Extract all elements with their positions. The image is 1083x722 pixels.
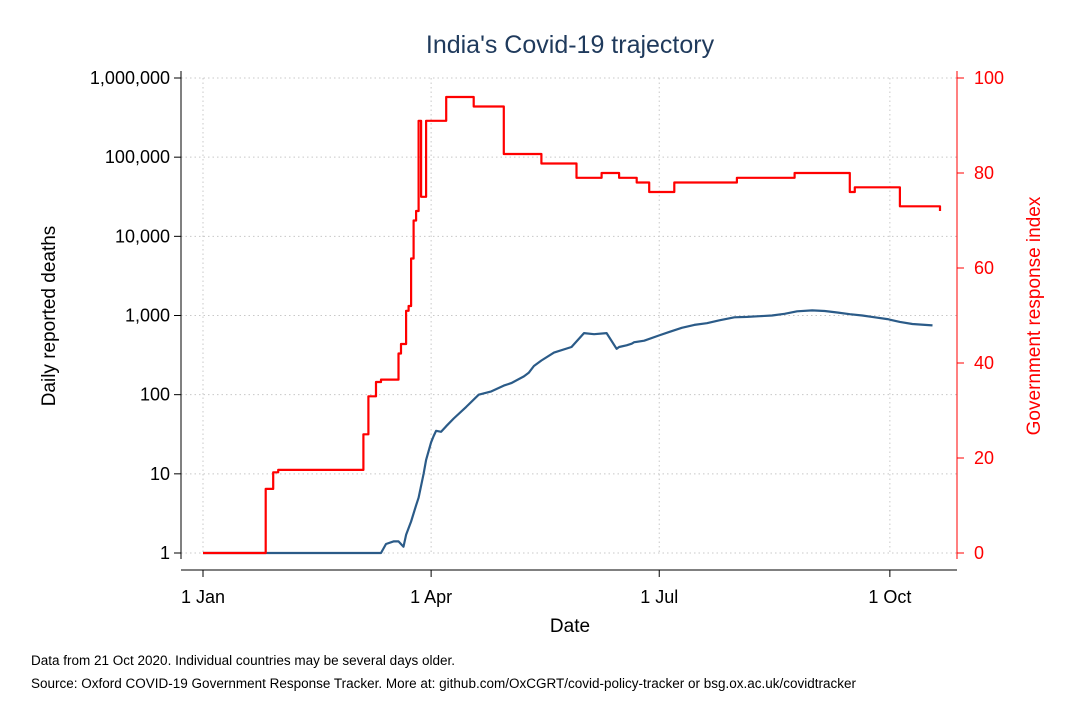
y-tick-label: 100,000 [105, 147, 170, 167]
axes [174, 71, 964, 577]
series-lines [203, 95, 942, 555]
data-date-note: Data from 21 Oct 2020. Individual countr… [31, 653, 455, 668]
y2-axis-label: Government response index [1024, 196, 1045, 435]
x-tick-label: 1 Oct [868, 587, 911, 607]
chart-title: India's Covid-19 trajectory [426, 31, 715, 59]
y-tick-label: 100 [140, 385, 170, 405]
y-tick-label: 10,000 [115, 226, 170, 246]
x-tick-label: 1 Jan [181, 587, 225, 607]
y2-tick-label: 60 [974, 258, 994, 278]
tick-labels: 1 10 100 1,000 10,000 100,000 1,000,000 0 20 40 60… [90, 68, 1004, 607]
deaths-line [203, 309, 933, 555]
y-tick-label: 1,000 [125, 306, 170, 326]
y2-tick-label: 20 [974, 448, 994, 468]
x-tick-label: 1 Apr [410, 587, 452, 607]
y-tick-label: 1,000,000 [90, 68, 170, 88]
y-tick-label: 1 [160, 543, 170, 563]
response-index-line [203, 95, 942, 555]
y-tick-label: 10 [150, 464, 170, 484]
source-note: Source: Oxford COVID-19 Government Respo… [31, 676, 857, 691]
y2-tick-label: 40 [974, 353, 994, 373]
y2-tick-label: 100 [974, 68, 1004, 88]
y-axis-label: Daily reported deaths [39, 226, 60, 407]
y2-tick-label: 0 [974, 543, 984, 563]
grid-lines [181, 77, 957, 554]
y2-tick-label: 80 [974, 163, 994, 183]
x-tick-label: 1 Jul [640, 587, 678, 607]
x-axis-label: Date [550, 616, 590, 637]
chart: 1 10 100 1,000 10,000 100,000 1,000,000 0 20 40 60… [39, 31, 1045, 637]
